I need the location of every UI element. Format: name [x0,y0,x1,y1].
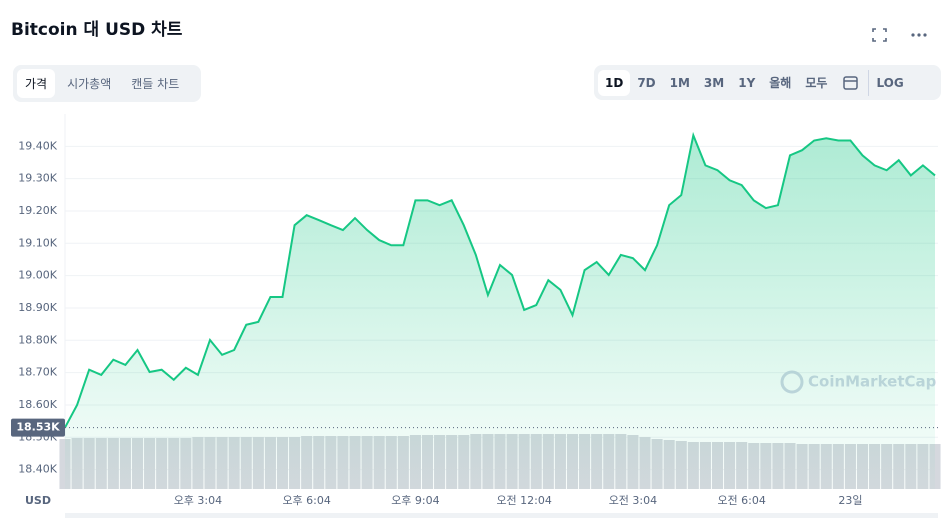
range-button[interactable]: 모두 [805,76,828,90]
range-button[interactable]: 1Y [738,75,756,90]
fullscreen-button[interactable] [872,28,887,42]
currency-label: USD [25,494,51,507]
scroll-track [65,513,938,518]
range-group: 1D 7D 1M 3M 1Y 올해 모두 LOG [594,65,941,100]
x-tick-label: 오후 3:04 [174,494,222,507]
y-tick-label: 18.60K [18,398,57,411]
tab[interactable]: 시가총액 [67,77,112,91]
y-tick-label: 18.40K [18,463,57,476]
price-marker-box [11,418,65,437]
price-line [64,131,936,429]
x-tick-label: 23일 [838,493,862,507]
x-tick-label: 오전 12:04 [496,494,551,507]
chart-title: Bitcoin 대 USD 차트 [11,20,183,40]
tab[interactable]: 캔들 차트 [131,77,180,91]
log-button[interactable]: LOG [868,69,910,96]
x-tick-label: 오전 6:04 [717,494,765,507]
area-fill [65,135,935,489]
x-tick-label: 오후 9:04 [391,494,439,507]
tab-group: 가격 시가총액 캔들 차트 [13,65,201,102]
range-button[interactable]: 3M [703,75,725,90]
y-tick-label: 18.70K [18,366,57,379]
calendar-button[interactable] [838,73,864,93]
y-tick-label: 18.90K [18,301,57,314]
x-tick-label: 오후 6:04 [282,494,330,507]
range-button[interactable]: 올해 [769,76,792,90]
x-tick-label: 오전 3:04 [609,494,657,507]
y-tick-label: 19.40K [18,139,57,152]
range-button[interactable]: 1D [598,69,631,96]
range-button[interactable]: 7D [637,75,656,90]
y-tick-label: 19.00K [18,269,57,282]
y-tick-label: 19.20K [18,204,57,217]
y-tick-label: 18.80K [18,333,57,346]
y-tick-label: 19.30K [18,172,57,185]
toolbar-icons [872,28,927,42]
more-button[interactable] [911,33,927,37]
tab[interactable]: 가격 [17,69,56,98]
price-marker-label: 18.53K [16,421,60,434]
range-button[interactable]: 1M [669,75,690,90]
y-tick-label: 19.10K [18,236,57,249]
